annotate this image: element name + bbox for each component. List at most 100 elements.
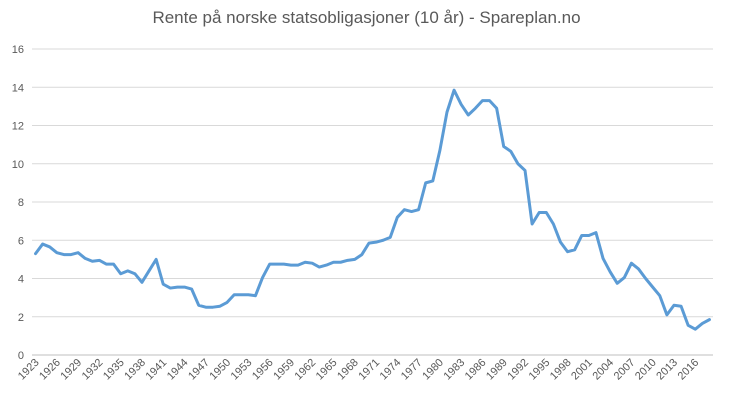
x-tick-label: 1962 bbox=[293, 357, 319, 383]
x-tick-label: 1998 bbox=[548, 357, 574, 383]
data-point bbox=[148, 269, 151, 272]
data-point bbox=[339, 261, 342, 264]
data-point bbox=[55, 251, 58, 254]
data-point bbox=[680, 305, 683, 308]
data-point bbox=[460, 103, 463, 106]
data-point bbox=[48, 245, 51, 248]
data-point bbox=[226, 301, 229, 304]
data-point bbox=[658, 294, 661, 297]
data-point bbox=[155, 258, 158, 261]
data-point bbox=[275, 263, 278, 266]
chart-title: Rente på norske statsobligasjoner (10 år… bbox=[152, 8, 581, 27]
data-point bbox=[346, 259, 349, 262]
y-tick-label: 6 bbox=[18, 235, 24, 247]
x-tick-label: 1989 bbox=[484, 357, 510, 383]
x-tick-label: 1941 bbox=[144, 357, 170, 383]
data-point bbox=[417, 208, 420, 211]
x-tick-label: 2001 bbox=[569, 357, 595, 383]
data-point bbox=[98, 259, 101, 262]
data-point bbox=[169, 287, 172, 290]
data-point bbox=[701, 322, 704, 325]
data-point bbox=[126, 269, 129, 272]
data-point bbox=[367, 242, 370, 245]
data-point bbox=[687, 324, 690, 327]
x-tick-label: 1935 bbox=[101, 357, 127, 383]
data-point bbox=[389, 236, 392, 239]
x-tick-label: 1953 bbox=[229, 357, 255, 383]
data-point bbox=[190, 288, 193, 291]
data-point bbox=[453, 89, 456, 92]
data-point bbox=[438, 149, 441, 152]
data-point bbox=[467, 113, 470, 116]
data-point bbox=[559, 241, 562, 244]
y-tick-label: 4 bbox=[18, 274, 24, 286]
data-point bbox=[233, 293, 236, 296]
data-point bbox=[431, 179, 434, 182]
data-point bbox=[474, 107, 477, 110]
data-point bbox=[566, 250, 569, 253]
x-tick-label: 2016 bbox=[676, 357, 702, 383]
data-point bbox=[162, 283, 165, 286]
series-line bbox=[34, 88, 711, 331]
data-point bbox=[445, 111, 448, 114]
data-point bbox=[396, 216, 399, 219]
data-point bbox=[538, 211, 541, 214]
data-point bbox=[495, 107, 498, 110]
data-point bbox=[694, 328, 697, 331]
data-point bbox=[665, 313, 668, 316]
x-tick-label: 1956 bbox=[250, 357, 276, 383]
data-point bbox=[297, 264, 300, 267]
data-point bbox=[524, 169, 527, 172]
data-point bbox=[62, 253, 65, 256]
data-point bbox=[268, 263, 271, 266]
data-point bbox=[325, 264, 328, 267]
data-point bbox=[630, 262, 633, 265]
data-point bbox=[176, 286, 179, 289]
x-tick-label: 1950 bbox=[207, 357, 233, 383]
data-point bbox=[289, 264, 292, 267]
y-tick-label: 0 bbox=[18, 350, 24, 362]
x-tick-label: 2007 bbox=[612, 357, 638, 383]
y-tick-label: 2 bbox=[18, 312, 24, 324]
y-tick-label: 8 bbox=[18, 197, 24, 209]
x-tick-label: 1929 bbox=[58, 357, 84, 383]
data-point bbox=[545, 211, 548, 214]
data-point bbox=[282, 263, 285, 266]
data-point bbox=[311, 262, 314, 265]
x-tick-label: 1992 bbox=[505, 357, 531, 383]
y-tick-label: 10 bbox=[12, 159, 24, 171]
x-tick-label: 1980 bbox=[420, 357, 446, 383]
data-point bbox=[91, 260, 94, 263]
x-tick-label: 1938 bbox=[122, 357, 148, 383]
data-point bbox=[197, 304, 200, 307]
data-point bbox=[594, 231, 597, 234]
data-point bbox=[531, 222, 534, 225]
data-point bbox=[672, 304, 675, 307]
data-point bbox=[573, 248, 576, 251]
data-point bbox=[587, 234, 590, 237]
data-point bbox=[218, 305, 221, 308]
data-point bbox=[133, 272, 136, 275]
data-point bbox=[140, 281, 143, 284]
data-point bbox=[708, 318, 711, 321]
data-point bbox=[552, 222, 555, 225]
data-point bbox=[304, 261, 307, 264]
y-tick-label: 12 bbox=[12, 121, 24, 133]
x-tick-label: 2010 bbox=[633, 357, 659, 383]
x-tick-label: 2004 bbox=[590, 357, 616, 383]
data-point bbox=[481, 99, 484, 102]
data-point bbox=[616, 282, 619, 285]
data-point bbox=[375, 241, 378, 244]
x-tick-label: 1983 bbox=[441, 357, 467, 383]
x-tick-label: 1947 bbox=[186, 357, 212, 383]
data-point bbox=[247, 293, 250, 296]
data-point bbox=[424, 181, 427, 184]
data-point bbox=[119, 272, 122, 275]
data-point bbox=[34, 252, 37, 255]
data-point bbox=[261, 276, 264, 279]
data-point bbox=[382, 239, 385, 242]
data-point bbox=[332, 261, 335, 264]
data-point bbox=[410, 210, 413, 213]
data-point bbox=[112, 263, 115, 266]
